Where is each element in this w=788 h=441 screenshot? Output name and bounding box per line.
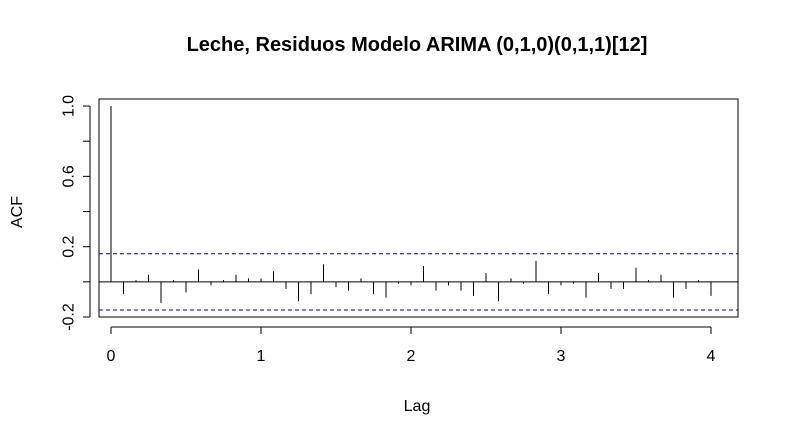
y-tick-label: -0.2 [61,303,78,331]
x-tick-label: 0 [107,348,116,365]
x-tick-label: 3 [557,348,566,365]
y-tick-label: 0.2 [61,235,78,257]
x-axis: 0 1 2 3 4 [107,326,716,365]
y-axis: -0.2 0.2 0.6 1.0 [61,95,91,331]
x-tick-label: 4 [707,348,716,365]
y-tick-label: 1.0 [61,95,78,117]
chart-title: Leche, Residuos Modelo ARIMA (0,1,0)(0,1… [187,34,648,56]
y-tick-label: 0.6 [61,165,78,187]
x-axis-label: Lag [404,398,431,415]
x-tick-label: 1 [257,348,266,365]
x-tick-label: 2 [407,348,416,365]
y-axis-label: ACF [9,196,26,228]
acf-bars [99,106,738,303]
plot-frame [98,98,739,318]
confidence-bands [99,253,738,311]
